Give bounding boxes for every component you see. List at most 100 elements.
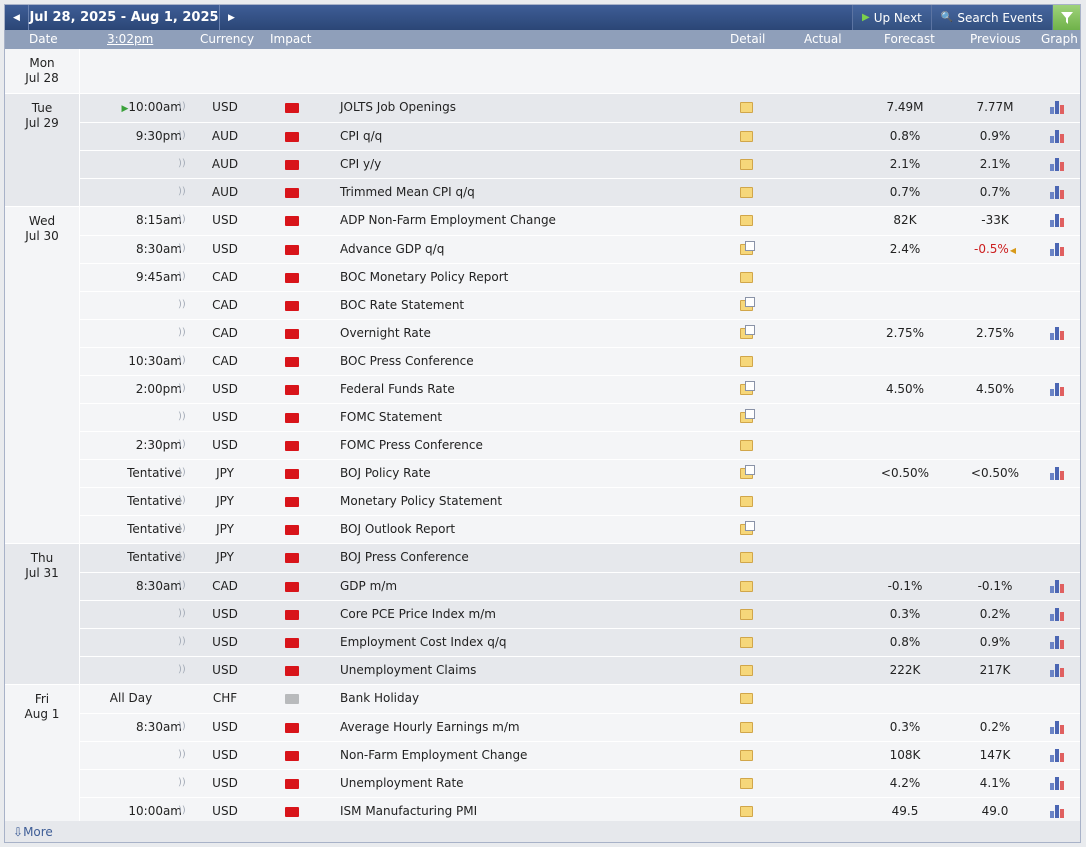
event-name[interactable]: Unemployment Claims	[340, 663, 477, 677]
sound-alert-icon[interactable]: ))	[178, 214, 186, 225]
graph-icon[interactable]	[1050, 382, 1066, 396]
filter-button[interactable]	[1052, 5, 1080, 30]
graph-icon[interactable]	[1050, 635, 1066, 649]
event-row[interactable]: )) AUD Trimmed Mean CPI q/q 0.7% 0.7%	[80, 178, 1080, 206]
detail-folder-icon[interactable]	[740, 665, 753, 676]
sound-alert-icon[interactable]: ))	[178, 411, 186, 422]
detail-folder-icon[interactable]	[740, 131, 753, 142]
detail-folder-icon[interactable]	[740, 215, 753, 226]
detail-folder-icon[interactable]	[740, 356, 753, 367]
sound-alert-icon[interactable]: ))	[178, 664, 186, 675]
event-row[interactable]: )) USD FOMC Statement	[80, 403, 1080, 431]
sound-alert-icon[interactable]: ))	[178, 130, 186, 141]
more-button[interactable]: ⇩More	[5, 821, 1080, 842]
graph-icon[interactable]	[1050, 242, 1066, 256]
event-name[interactable]: BOC Monetary Policy Report	[340, 270, 509, 284]
sound-alert-icon[interactable]: ))	[178, 777, 186, 788]
graph-icon[interactable]	[1050, 100, 1066, 114]
event-row[interactable]: 2:30pm)) USD FOMC Press Conference	[80, 431, 1080, 459]
event-name[interactable]: BOJ Press Conference	[340, 550, 469, 564]
detail-folder-icon[interactable]	[740, 637, 753, 648]
event-row[interactable]: )) USD Employment Cost Index q/q 0.8% 0.9%	[80, 628, 1080, 656]
detail-note-icon[interactable]	[740, 241, 755, 255]
search-events-button[interactable]: 🔍 Search Events	[930, 5, 1052, 30]
graph-icon[interactable]	[1050, 748, 1066, 762]
sound-alert-icon[interactable]: ))	[178, 355, 186, 366]
detail-folder-icon[interactable]	[740, 440, 753, 451]
sound-alert-icon[interactable]: ))	[178, 551, 186, 562]
detail-note-icon[interactable]	[740, 325, 755, 339]
event-name[interactable]: BOJ Policy Rate	[340, 466, 431, 480]
sound-alert-icon[interactable]: ))	[178, 580, 186, 591]
event-name[interactable]: CPI y/y	[340, 157, 382, 171]
event-name[interactable]: Overnight Rate	[340, 326, 431, 340]
event-row[interactable]: 10:30am)) CAD BOC Press Conference	[80, 347, 1080, 375]
sound-alert-icon[interactable]: ))	[178, 158, 186, 169]
sound-alert-icon[interactable]: ))	[178, 749, 186, 760]
graph-icon[interactable]	[1050, 185, 1066, 199]
sound-alert-icon[interactable]: ))	[178, 467, 186, 478]
detail-folder-icon[interactable]	[740, 552, 753, 563]
event-row[interactable]: 10:00am)) USD ISM Manufacturing PMI 49.5 49.…	[80, 797, 1080, 825]
graph-icon[interactable]	[1050, 213, 1066, 227]
detail-folder-icon[interactable]	[740, 750, 753, 761]
event-row[interactable]: )) CAD BOC Rate Statement	[80, 291, 1080, 319]
event-name[interactable]: CPI q/q	[340, 129, 383, 143]
event-name[interactable]: BOJ Outlook Report	[340, 522, 456, 536]
sound-alert-icon[interactable]: ))	[178, 243, 186, 254]
prev-week-button[interactable]: ◀	[5, 5, 29, 30]
detail-note-icon[interactable]	[740, 297, 755, 311]
event-row[interactable]: Tentative)) JPY BOJ Press Conference	[80, 544, 1080, 572]
graph-icon[interactable]	[1050, 326, 1066, 340]
event-row[interactable]: 8:30am)) USD Advance GDP q/q 2.4% -0.5%◀	[80, 235, 1080, 263]
event-row[interactable]: 8:30am)) USD Average Hourly Earnings m/m 0.…	[80, 713, 1080, 741]
event-name[interactable]: Trimmed Mean CPI q/q	[340, 185, 475, 199]
event-name[interactable]: Federal Funds Rate	[340, 382, 455, 396]
sound-alert-icon[interactable]: ))	[178, 299, 186, 310]
graph-icon[interactable]	[1050, 466, 1066, 480]
event-row[interactable]: 8:15am)) USD ADP Non-Farm Employment Chang…	[80, 207, 1080, 235]
sound-alert-icon[interactable]: ))	[178, 805, 186, 816]
up-next-button[interactable]: ▶ Up Next	[852, 5, 931, 30]
sound-alert-icon[interactable]: ))	[178, 101, 186, 112]
next-week-button[interactable]: ▶	[219, 5, 243, 30]
event-row[interactable]: )) USD Core PCE Price Index m/m 0.3% 0.2%	[80, 600, 1080, 628]
detail-folder-icon[interactable]	[740, 581, 753, 592]
sound-alert-icon[interactable]: ))	[178, 523, 186, 534]
sound-alert-icon[interactable]: ))	[178, 327, 186, 338]
event-row[interactable]: ▶10:00am)) USD JOLTS Job Openings 7.49M 7.77…	[80, 94, 1080, 122]
event-row[interactable]: 9:30pm)) AUD CPI q/q 0.8% 0.9%	[80, 122, 1080, 150]
graph-icon[interactable]	[1050, 804, 1066, 818]
event-row[interactable]: 2:00pm)) USD Federal Funds Rate 4.50% 4.50%	[80, 375, 1080, 403]
event-name[interactable]: Non-Farm Employment Change	[340, 748, 528, 762]
event-name[interactable]: Monetary Policy Statement	[340, 494, 503, 508]
graph-icon[interactable]	[1050, 776, 1066, 790]
event-row[interactable]: Tentative)) JPY Monetary Policy Statement	[80, 487, 1080, 515]
detail-note-icon[interactable]	[740, 465, 755, 479]
event-row[interactable]: )) USD Unemployment Rate 4.2% 4.1%	[80, 769, 1080, 797]
event-row[interactable]: Tentative)) JPY BOJ Outlook Report	[80, 515, 1080, 543]
event-name[interactable]: GDP m/m	[340, 579, 398, 593]
sound-alert-icon[interactable]: ))	[178, 721, 186, 732]
event-name[interactable]: Core PCE Price Index m/m	[340, 607, 496, 621]
event-name[interactable]: Advance GDP q/q	[340, 242, 445, 256]
event-name[interactable]: JOLTS Job Openings	[340, 100, 456, 114]
detail-folder-icon[interactable]	[740, 806, 753, 817]
detail-note-icon[interactable]	[740, 381, 755, 395]
sound-alert-icon[interactable]: ))	[178, 495, 186, 506]
detail-note-icon[interactable]	[740, 409, 755, 423]
detail-folder-icon[interactable]	[740, 159, 753, 170]
detail-folder-icon[interactable]	[740, 187, 753, 198]
current-time-link[interactable]: 3:02pm	[107, 32, 154, 46]
graph-icon[interactable]	[1050, 129, 1066, 143]
event-name[interactable]: BOC Press Conference	[340, 354, 474, 368]
sound-alert-icon[interactable]: ))	[178, 186, 186, 197]
event-name[interactable]: ISM Manufacturing PMI	[340, 804, 478, 818]
graph-icon[interactable]	[1050, 607, 1066, 621]
event-name[interactable]: FOMC Press Conference	[340, 438, 483, 452]
detail-folder-icon[interactable]	[740, 778, 753, 789]
event-name[interactable]: BOC Rate Statement	[340, 298, 465, 312]
event-row[interactable]: 9:45am)) CAD BOC Monetary Policy Report	[80, 263, 1080, 291]
sound-alert-icon[interactable]: ))	[178, 636, 186, 647]
event-row[interactable]: 8:30am)) CAD GDP m/m -0.1% -0.1%	[80, 572, 1080, 600]
